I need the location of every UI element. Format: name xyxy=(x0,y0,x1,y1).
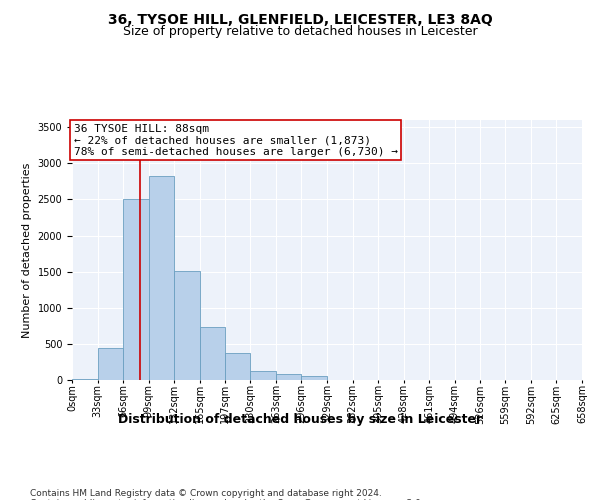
Bar xyxy=(175,271,200,380)
Bar xyxy=(123,198,149,380)
Bar xyxy=(276,374,301,380)
Text: Size of property relative to detached houses in Leicester: Size of property relative to detached ho… xyxy=(122,25,478,38)
Bar xyxy=(224,352,250,380)
Bar xyxy=(98,348,123,380)
Bar xyxy=(200,328,224,380)
Bar xyxy=(250,370,276,380)
Text: 36, TYSOE HILL, GLENFIELD, LEICESTER, LE3 8AQ: 36, TYSOE HILL, GLENFIELD, LEICESTER, LE… xyxy=(107,12,493,26)
Text: Contains public sector information licensed under the Open Government Licence v3: Contains public sector information licen… xyxy=(30,498,424,500)
Text: 36 TYSOE HILL: 88sqm
← 22% of detached houses are smaller (1,873)
78% of semi-de: 36 TYSOE HILL: 88sqm ← 22% of detached h… xyxy=(74,124,398,157)
Bar xyxy=(149,176,175,380)
Text: Distribution of detached houses by size in Leicester: Distribution of detached houses by size … xyxy=(118,412,482,426)
Bar xyxy=(301,376,327,380)
Text: Contains HM Land Registry data © Crown copyright and database right 2024.: Contains HM Land Registry data © Crown c… xyxy=(30,488,382,498)
Y-axis label: Number of detached properties: Number of detached properties xyxy=(22,162,32,338)
